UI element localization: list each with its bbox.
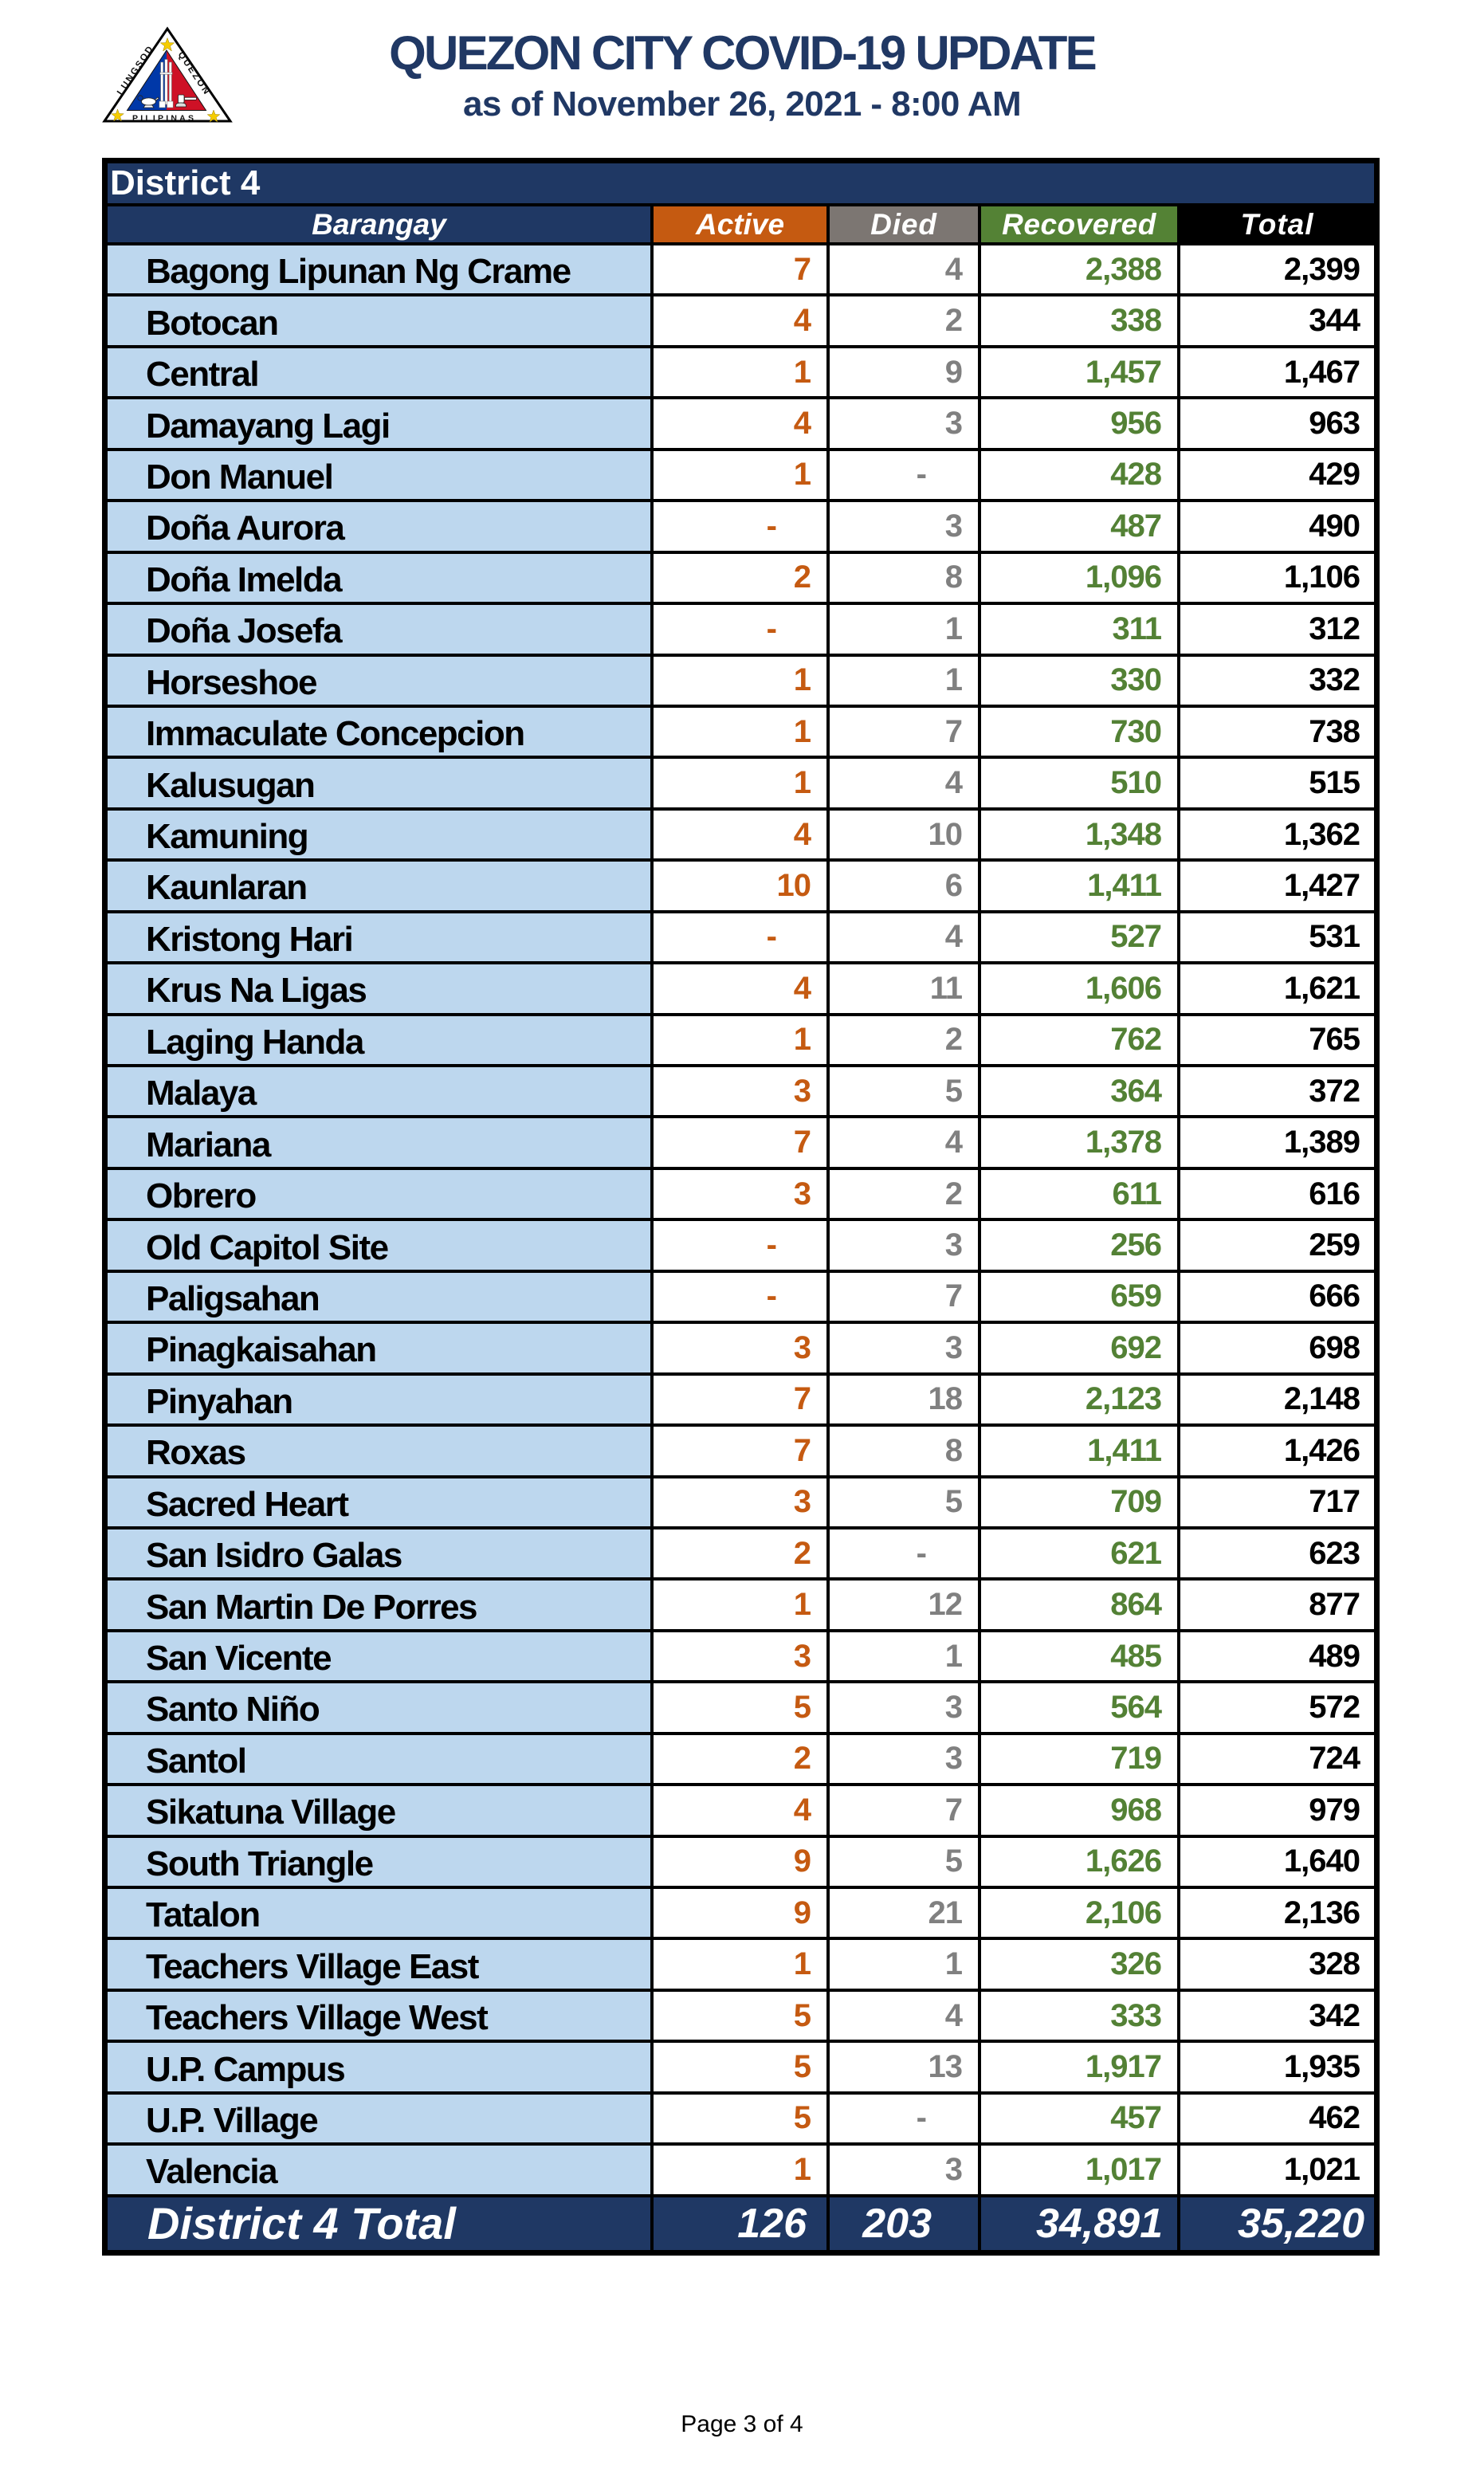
svg-text:PILIPINAS: PILIPINAS [132,114,196,124]
